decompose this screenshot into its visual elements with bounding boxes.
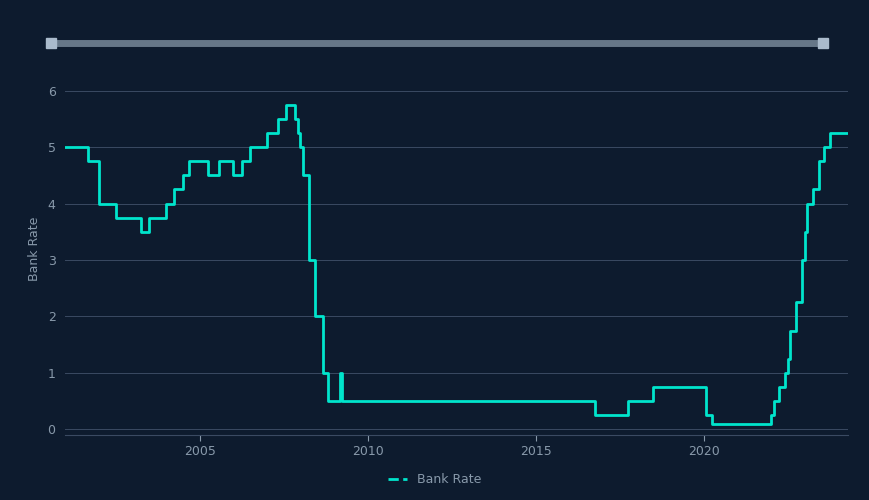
Y-axis label: Bank Rate: Bank Rate xyxy=(28,216,41,281)
Legend: Bank Rate: Bank Rate xyxy=(383,468,486,491)
